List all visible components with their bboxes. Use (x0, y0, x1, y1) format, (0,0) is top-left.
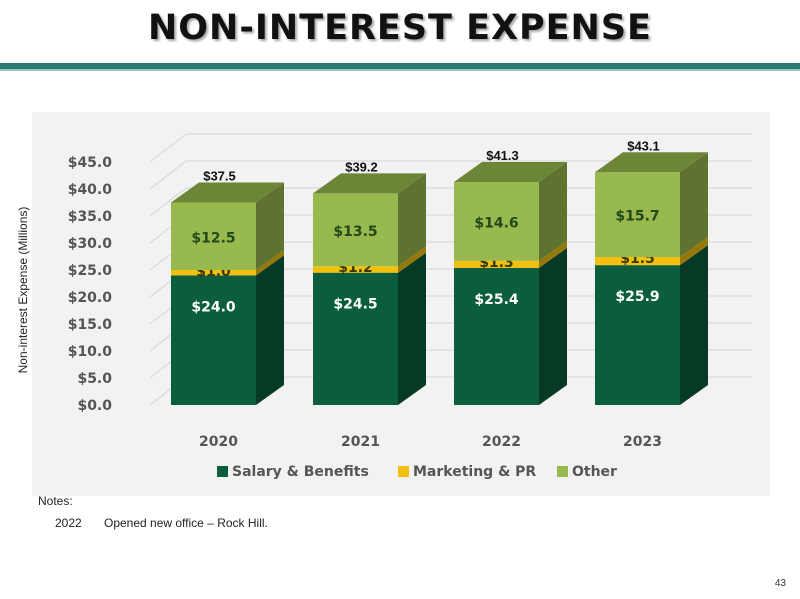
page-title: NON-INTEREST EXPENSE (148, 8, 652, 48)
bar-0-2020 (171, 275, 256, 405)
x-tick-label: 2022 (482, 434, 521, 450)
legend-swatch (557, 466, 568, 477)
bar-side (256, 250, 284, 276)
title-divider (0, 63, 800, 69)
data-label: $15.7 (615, 209, 659, 225)
y-tick-label: $0.0 (77, 398, 112, 414)
bar-top (171, 182, 284, 203)
bar-2-2021 (313, 193, 398, 267)
y-tick-label: $45.0 (68, 155, 113, 171)
gridline (149, 160, 752, 190)
bar-0-2022 (454, 267, 539, 405)
bar-1-2022 (454, 260, 539, 268)
notes-label: Notes: (38, 494, 73, 508)
bar-side (398, 246, 426, 273)
title-divider-accent (0, 69, 800, 71)
x-tick-label: 2021 (341, 434, 380, 450)
note-text: Opened new office – Rock Hill. (104, 516, 268, 530)
bar-top (595, 152, 708, 173)
legend-label: Salary & Benefits (232, 464, 369, 480)
bar-1-2020 (171, 270, 256, 276)
gridline (149, 133, 752, 163)
data-label: $25.9 (615, 289, 659, 305)
bar-side (398, 252, 426, 405)
y-axis-title: Non-interest Expense (Millions) (16, 207, 30, 374)
bar-side (680, 237, 708, 266)
bar-1-2021 (313, 266, 398, 273)
total-label: $43.1 (627, 138, 660, 153)
x-tick-label: 2023 (623, 434, 662, 450)
legend-swatch (398, 466, 409, 477)
x-tick-label: 2020 (199, 434, 238, 450)
bar-0-2021 (313, 272, 398, 405)
bar-top (454, 161, 567, 182)
legend-label: Marketing & PR (413, 464, 536, 480)
bar-side (256, 182, 284, 270)
y-tick-label: $15.0 (68, 317, 113, 333)
bar-side (398, 173, 426, 267)
data-label: $24.5 (333, 297, 377, 313)
data-label: $12.5 (191, 230, 235, 246)
y-tick-label: $25.0 (68, 263, 113, 279)
bar-side (680, 245, 708, 405)
bar-top (313, 173, 426, 194)
bar-2-2022 (454, 181, 539, 261)
y-tick-label: $5.0 (77, 371, 112, 387)
data-label: $25.4 (474, 292, 519, 308)
bar-side (680, 152, 708, 258)
y-tick-label: $40.0 (68, 182, 113, 198)
y-tick-label: $35.0 (68, 209, 113, 225)
bar-0-2023 (595, 265, 680, 405)
total-label: $41.3 (486, 148, 519, 163)
bar-side (539, 247, 567, 405)
bar-1-2023 (595, 257, 680, 266)
bar-side (256, 255, 284, 405)
legend-label: Other (572, 464, 617, 480)
data-label: $24.0 (191, 299, 236, 315)
y-tick-label: $20.0 (68, 290, 113, 306)
total-label: $39.2 (345, 159, 378, 174)
bar-side (539, 240, 567, 268)
legend-swatch (217, 466, 228, 477)
note-year: 2022 (55, 516, 82, 530)
data-label: $13.5 (333, 224, 377, 240)
y-tick-label: $30.0 (68, 236, 113, 252)
total-label: $37.5 (203, 169, 236, 184)
bar-2-2023 (595, 172, 680, 258)
bar-2-2020 (171, 202, 256, 270)
y-tick-label: $10.0 (68, 344, 113, 360)
bar-side (539, 161, 567, 261)
page-number: 43 (774, 578, 786, 589)
data-label: $14.6 (474, 215, 518, 231)
